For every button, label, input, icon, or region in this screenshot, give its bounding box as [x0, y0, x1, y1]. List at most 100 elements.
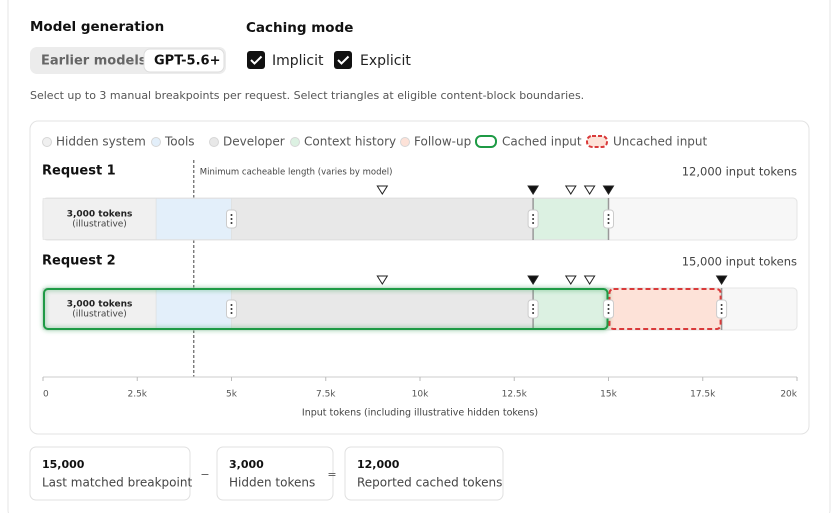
checkbox-box[interactable]	[334, 51, 352, 69]
x-axis-title: Input tokens (including illustrative hid…	[302, 408, 538, 419]
checkbox-box[interactable]	[247, 51, 265, 69]
x-tick-label: 20k	[780, 390, 797, 400]
legend-label: Context history	[304, 135, 396, 149]
breakpoint-marker[interactable]	[602, 185, 615, 195]
legend-label: Tools	[164, 135, 195, 149]
segment-note: (illustrative)	[72, 310, 127, 320]
handle-dot	[607, 214, 610, 216]
legend-swatch	[400, 137, 410, 147]
segment	[231, 198, 534, 240]
legend-label: Cached input	[502, 135, 582, 149]
section-title: Model generation	[30, 19, 164, 35]
summary: 15,000 Last matched breakpoint 3,000 Hidden…	[29, 446, 504, 501]
x-tick-label: 0	[43, 390, 49, 400]
section-title: Caching mode	[246, 20, 353, 36]
x-tick-label: 17.5k	[690, 390, 716, 400]
x-tick-label: 2.5k	[127, 390, 147, 400]
segment-selected[interactable]	[143, 48, 225, 73]
x-tick-label: 10k	[412, 390, 429, 400]
request-label: Request 1	[42, 164, 116, 179]
checkbox-label[interactable]: Implicit	[272, 53, 324, 69]
handle-dot	[230, 218, 233, 220]
breakpoint-handle[interactable]	[527, 299, 539, 319]
legend-swatch	[586, 135, 608, 148]
breakpoint-marker[interactable]	[527, 275, 540, 285]
handle-dot	[532, 222, 535, 224]
x-tick-label: 7.5k	[316, 390, 336, 400]
summary-value: 12,000	[357, 458, 400, 471]
segment	[608, 288, 722, 330]
breakpoint-marker[interactable]	[564, 185, 577, 195]
check-icon	[337, 55, 350, 65]
breakpoint-marker[interactable]	[564, 275, 577, 285]
segment-label: 3,000 tokens	[67, 210, 133, 220]
total-label: 15,000 input tokens	[682, 255, 797, 269]
checkbox[interactable]	[334, 51, 352, 69]
request-label: Request 2	[42, 254, 116, 269]
handle-dot	[607, 218, 610, 220]
summary-label: Last matched breakpoint	[42, 476, 192, 490]
summary-box	[344, 446, 504, 501]
handle-dot	[607, 304, 610, 306]
breakpoint-marker[interactable]	[715, 275, 728, 285]
handle-dot	[230, 304, 233, 306]
segment-note: (illustrative)	[72, 220, 127, 230]
segment	[231, 288, 534, 330]
breakpoint-marker[interactable]	[376, 275, 389, 285]
breakpoint-marker[interactable]	[583, 275, 596, 285]
x-tick-label: 5k	[226, 390, 238, 400]
breakpoint-handle[interactable]	[603, 209, 614, 229]
legend-swatch	[475, 135, 497, 148]
breakpoint-handle[interactable]	[226, 299, 237, 319]
summary-operator: =	[327, 468, 336, 481]
handle-dot	[720, 308, 723, 310]
breakpoint-handle[interactable]	[716, 299, 728, 319]
segment	[155, 288, 232, 330]
summary-value: 3,000	[229, 458, 264, 471]
segment	[532, 288, 609, 330]
legend-label: Follow-up	[414, 135, 471, 149]
handle-dot	[720, 304, 723, 306]
summary-value: 15,000	[42, 458, 85, 471]
handle-dot	[532, 304, 535, 306]
breakpoint-marker[interactable]	[376, 185, 389, 195]
handle-dot	[607, 308, 610, 310]
breakpoint-handle[interactable]	[226, 209, 237, 229]
threshold-label: Minimum cacheable length (varies by mode…	[200, 168, 393, 178]
chart: Hidden system Tools Developer Context histo…	[42, 135, 798, 419]
checkbox-label[interactable]: Explicit	[360, 53, 411, 69]
legend-swatch	[209, 137, 219, 147]
x-tick-label: 15k	[600, 390, 617, 400]
segment-option[interactable]: GPT-5.6+	[154, 54, 220, 69]
breakpoint-marker[interactable]	[527, 185, 540, 195]
segment	[42, 288, 157, 330]
segment	[42, 198, 157, 240]
breakpoint-marker[interactable]	[583, 185, 596, 195]
legend-label: Developer	[223, 135, 285, 149]
breakpoint-handle[interactable]	[527, 209, 539, 229]
handle-dot	[532, 214, 535, 216]
legend-swatch	[151, 137, 161, 147]
segment-option[interactable]: Earlier models	[41, 54, 147, 69]
total-label: 12,000 input tokens	[682, 165, 797, 179]
handle-dot	[607, 222, 610, 224]
x-tick-label: 12.5k	[502, 390, 528, 400]
handle-dot	[532, 218, 535, 220]
summary-label: Hidden tokens	[229, 476, 315, 490]
summary-box	[29, 446, 191, 501]
segment	[532, 198, 609, 240]
breakpoint-handle[interactable]	[603, 299, 614, 319]
summary-box	[216, 446, 334, 501]
check-icon	[250, 55, 263, 65]
legend-label: Hidden system	[56, 135, 146, 149]
segment-label: 3,000 tokens	[67, 300, 133, 310]
legend-label: Uncached input	[613, 135, 708, 149]
handle-dot	[230, 222, 233, 224]
checkbox[interactable]	[247, 51, 265, 69]
legend-swatch	[290, 137, 300, 147]
description: Select up to 3 manual breakpoints per re…	[30, 89, 584, 102]
handle-dot	[720, 312, 723, 314]
summary-operator: −	[200, 468, 209, 481]
